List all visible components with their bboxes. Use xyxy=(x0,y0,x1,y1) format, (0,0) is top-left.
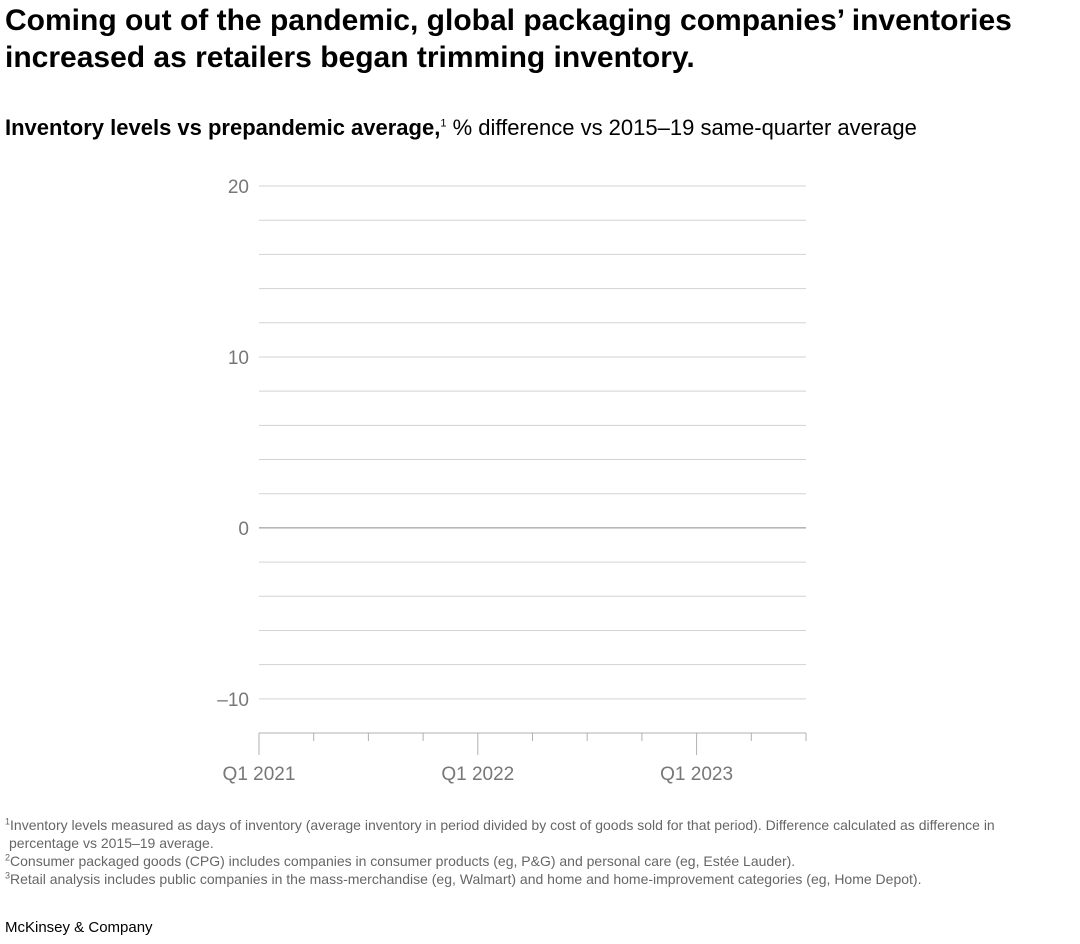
footnote-3-marker: 3 xyxy=(5,870,11,881)
chart-headline: Coming out of the pandemic, global packa… xyxy=(5,4,1012,74)
subtitle-bold: Inventory levels vs prepandemic average, xyxy=(5,115,441,140)
y-tick-label: 0 xyxy=(238,519,249,540)
x-tick-label: Q1 2021 xyxy=(223,764,296,785)
chart-subtitle: Inventory levels vs prepandemic average,… xyxy=(5,114,1065,142)
footnote-2-marker: 2 xyxy=(5,852,11,863)
footnote-2-text: Consumer packaged goods (CPG) includes c… xyxy=(10,853,796,869)
brand-logo-text: McKinsey & Company xyxy=(5,919,153,936)
subtitle-footnote-marker: 1 xyxy=(440,117,447,130)
footnote-2: 2Consumer packaged goods (CPG) includes … xyxy=(5,852,1070,870)
x-tick-label: Q1 2023 xyxy=(660,764,733,785)
footnote-3: 3Retail analysis includes public compani… xyxy=(5,870,1070,888)
line-chart: 20 10 0 –10 Q1 2021 Q1 2022 Q1 2023 xyxy=(217,177,807,785)
x-tick-label: Q1 2022 xyxy=(441,764,514,785)
footnotes: 1Inventory levels measured as days of in… xyxy=(5,816,1070,888)
footnote-1-continuation: percentage vs 2015–19 average. xyxy=(9,835,214,851)
y-tick-label: 10 xyxy=(228,348,249,369)
footnote-1-text: Inventory levels measured as days of inv… xyxy=(10,817,995,833)
subtitle-unit: % difference vs 2015–19 same-quarter ave… xyxy=(446,115,917,140)
footnote-1-marker: 1 xyxy=(5,816,11,827)
y-tick-label: 20 xyxy=(228,177,249,198)
y-tick-label: –10 xyxy=(217,690,249,711)
footnote-1: 1Inventory levels measured as days of in… xyxy=(5,816,1070,834)
footnote-3-text: Retail analysis includes public companie… xyxy=(10,871,922,887)
